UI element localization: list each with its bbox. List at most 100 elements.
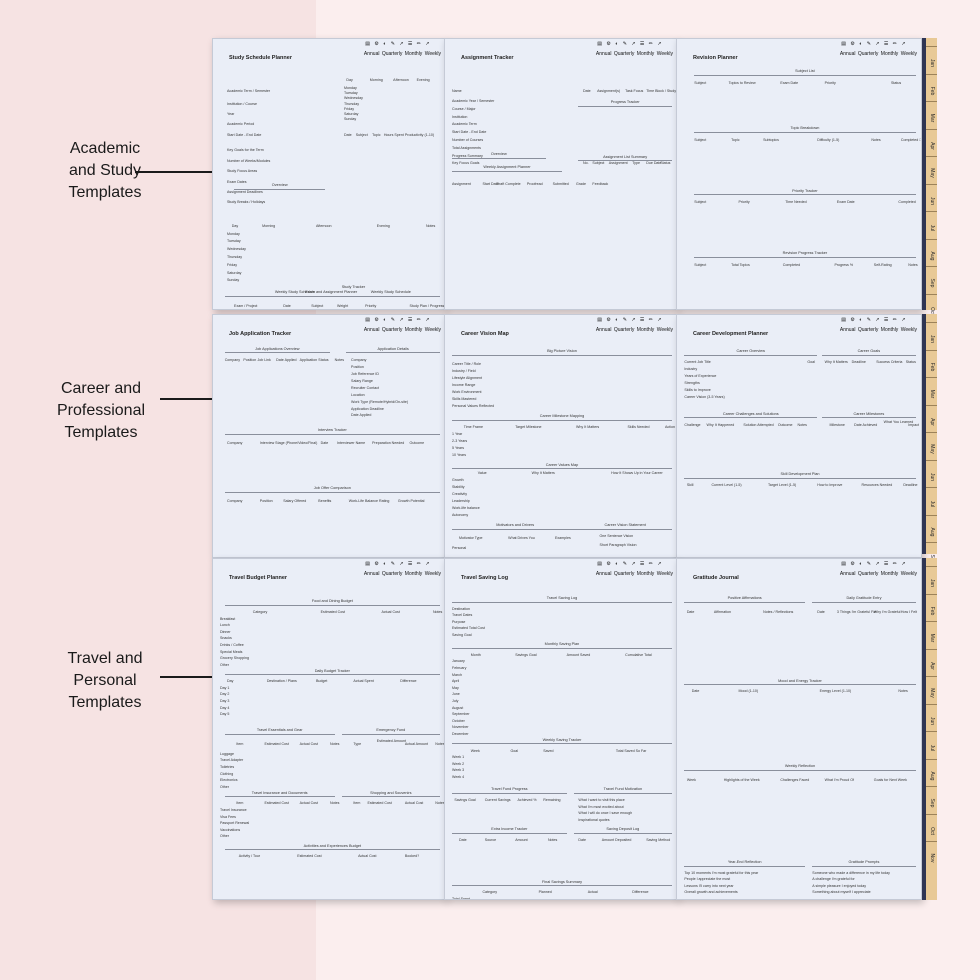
field-label: Study Breaks / Holidays <box>227 200 266 205</box>
field-label: February <box>452 666 467 670</box>
month-tab-may[interactable]: May <box>929 444 935 454</box>
field-label: Date <box>691 689 700 694</box>
view-switcher[interactable]: Annual Quarterly Monthly Weekly <box>595 51 673 57</box>
toolbar-icons[interactable]: ▤ ⚙ ◐ ✎ ↗ ☰ ✏ ↗ <box>841 41 907 47</box>
field-label: A challenge I'm grateful for <box>812 877 855 882</box>
section-rule <box>452 468 672 470</box>
view-switcher[interactable]: Annual Quarterly Monthly Weekly <box>363 571 441 577</box>
month-tab-jan[interactable]: Jan <box>929 58 935 68</box>
field-label: Company <box>224 357 241 362</box>
month-tab-jan[interactable]: Jan <box>929 578 935 588</box>
month-tab-jun[interactable]: Jun <box>929 472 935 481</box>
field-label: Lifestyle Alignment <box>452 376 482 381</box>
section-heading: Motivators and Drivers <box>496 523 535 528</box>
field-label: Afternoon <box>315 223 332 228</box>
view-switcher[interactable]: Annual Quarterly Monthly Weekly <box>595 327 673 333</box>
month-tab-aug[interactable]: Aug <box>929 771 935 780</box>
view-switcher[interactable]: Annual Quarterly Monthly Weekly <box>839 571 917 577</box>
field-label: Academic Term / Semester <box>227 88 271 93</box>
tab-divider <box>926 648 937 650</box>
month-tab-apr[interactable]: Apr <box>929 141 935 150</box>
view-switcher[interactable]: Annual Quarterly Monthly Weekly <box>839 51 917 57</box>
month-tab-aug[interactable]: Aug <box>929 251 935 260</box>
field-label: Morning <box>262 223 276 228</box>
tab-divider <box>926 404 937 406</box>
toolbar-icons[interactable]: ▤ ⚙ ◐ ✎ ↗ ☰ ✏ ↗ <box>841 561 907 567</box>
month-tab-jul[interactable]: Jul <box>929 744 935 752</box>
field-label: Item <box>236 801 244 806</box>
month-tab-jul[interactable]: Jul <box>929 500 935 508</box>
section-rule <box>452 419 672 421</box>
planner-page[interactable]: Study Schedule Planner ▤ ⚙ ◐ ✎ ↗ ☰ ✏ ↗ Ann… <box>212 38 446 310</box>
field-label: Why I'm Grateful <box>873 609 901 614</box>
field-label: Breakfast <box>220 616 236 621</box>
toolbar-icons[interactable]: ▤ ⚙ ◐ ✎ ↗ ☰ ✏ ↗ <box>365 317 431 323</box>
toolbar-icons[interactable]: ▤ ⚙ ◐ ✎ ↗ ☰ ✏ ↗ <box>365 41 431 47</box>
field-label: Clothing <box>220 771 234 776</box>
planner-page[interactable]: Assignment Tracker ▤ ⚙ ◐ ✎ ↗ ☰ ✏ ↗ Annual … <box>444 38 678 310</box>
month-tab-mar[interactable]: Mar <box>929 113 935 123</box>
section-rule <box>224 491 440 493</box>
field-label: Short Paragraph Vision <box>599 543 637 548</box>
toolbar-icons[interactable]: ▤ ⚙ ◐ ✎ ↗ ☰ ✏ ↗ <box>365 561 431 567</box>
month-tab-apr[interactable]: Apr <box>929 417 935 426</box>
month-tab-jan[interactable]: Jan <box>929 334 935 344</box>
planner-page[interactable]: Gratitude Journal ▤ ⚙ ◐ ✎ ↗ ☰ ✏ ↗ Annual Q… <box>676 558 922 900</box>
section-rule <box>234 188 326 190</box>
section-heading: Subject List <box>795 69 815 73</box>
month-tab-mar[interactable]: Mar <box>929 389 935 399</box>
section-heading: Travel Essentials and Gear <box>256 728 303 732</box>
field-label: Date <box>320 441 329 446</box>
month-tab-may[interactable]: May <box>929 168 935 178</box>
field-label: Date <box>578 837 586 842</box>
field-label: Key Focus Goals <box>452 161 480 166</box>
view-switcher[interactable]: Annual Quarterly Monthly Weekly <box>363 327 441 333</box>
month-tab-apr[interactable]: Apr <box>929 661 935 670</box>
planner-page[interactable]: Career Vision Map ▤ ⚙ ◐ ✎ ↗ ☰ ✏ ↗ Annual Q… <box>444 314 678 558</box>
field-label: Special Meals <box>220 649 243 654</box>
month-tab-oct[interactable]: Oct <box>929 826 935 835</box>
field-label: Travel Adapter <box>220 758 244 763</box>
month-tab-may[interactable]: May <box>929 688 935 698</box>
page-title: Job Application Tracker <box>229 331 292 337</box>
month-tab-nov[interactable]: Nov <box>929 853 935 863</box>
planner-page[interactable]: Job Application Tracker ▤ ⚙ ◐ ✎ ↗ ☰ ✏ ↗ An… <box>212 314 446 558</box>
month-tab-mar[interactable]: Mar <box>929 633 935 643</box>
toolbar-icons[interactable]: ▤ ⚙ ◐ ✎ ↗ ☰ ✏ ↗ <box>841 317 907 323</box>
month-tab-jul[interactable]: Jul <box>929 224 935 232</box>
field-label: Year <box>227 112 235 116</box>
view-switcher[interactable]: Annual Quarterly Monthly Weekly <box>363 51 441 57</box>
month-tab-sep[interactable]: Sep <box>929 278 935 288</box>
section-heading: Food and Dining Budget <box>311 599 353 604</box>
month-tab-feb[interactable]: Feb <box>929 606 935 615</box>
field-label: Academic Period <box>227 122 255 127</box>
planner-page[interactable]: Revision Planner ▤ ⚙ ◐ ✎ ↗ ☰ ✏ ↗ Annual Qu… <box>676 38 922 310</box>
field-label: Creativity <box>452 492 467 497</box>
month-tab-jun[interactable]: Jun <box>929 716 935 725</box>
month-tab-jun[interactable]: Jun <box>929 196 935 205</box>
field-label: Saved <box>543 748 554 753</box>
toolbar-icons[interactable]: ▤ ⚙ ◐ ✎ ↗ ☰ ✏ ↗ <box>597 41 663 47</box>
section-heading: Topic Breakdown <box>790 126 820 131</box>
view-switcher[interactable]: Annual Quarterly Monthly Weekly <box>839 327 917 333</box>
tab-divider <box>926 813 937 815</box>
toolbar-icons[interactable]: ▤ ⚙ ◐ ✎ ↗ ☰ ✏ ↗ <box>597 317 663 323</box>
field-label: Key Goals for the Term <box>227 148 264 153</box>
field-label: Date <box>583 88 591 93</box>
field-label: Affirmation <box>713 609 732 614</box>
view-switcher[interactable]: Annual Quarterly Monthly Weekly <box>595 571 673 577</box>
section-rule <box>684 865 805 867</box>
month-tab-feb[interactable]: Feb <box>929 362 935 371</box>
field-label: Thursday <box>344 101 360 106</box>
month-tab-sep[interactable]: Sep <box>929 798 935 808</box>
planner-page[interactable]: Travel Saving Log ▤ ⚙ ◐ ✎ ↗ ☰ ✏ ↗ Annual Q… <box>444 558 678 900</box>
month-tab-feb[interactable]: Feb <box>929 86 935 95</box>
toolbar-icons[interactable]: ▤ ⚙ ◐ ✎ ↗ ☰ ✏ ↗ <box>597 561 663 567</box>
planner-page[interactable]: Career Development Planner ▤ ⚙ ◐ ✎ ↗ ☰ ✏ … <box>676 314 922 558</box>
month-tab-aug[interactable]: Aug <box>929 527 935 536</box>
field-label: Priority <box>738 200 750 205</box>
field-label: Name <box>452 88 462 93</box>
section-heading: Progress Tracker <box>610 100 640 105</box>
field-label: Work Type (Remote/Hybrid/On-site) <box>351 399 409 404</box>
planner-page[interactable]: Travel Budget Planner ▤ ⚙ ◐ ✎ ↗ ☰ ✏ ↗ Annu… <box>212 558 446 900</box>
